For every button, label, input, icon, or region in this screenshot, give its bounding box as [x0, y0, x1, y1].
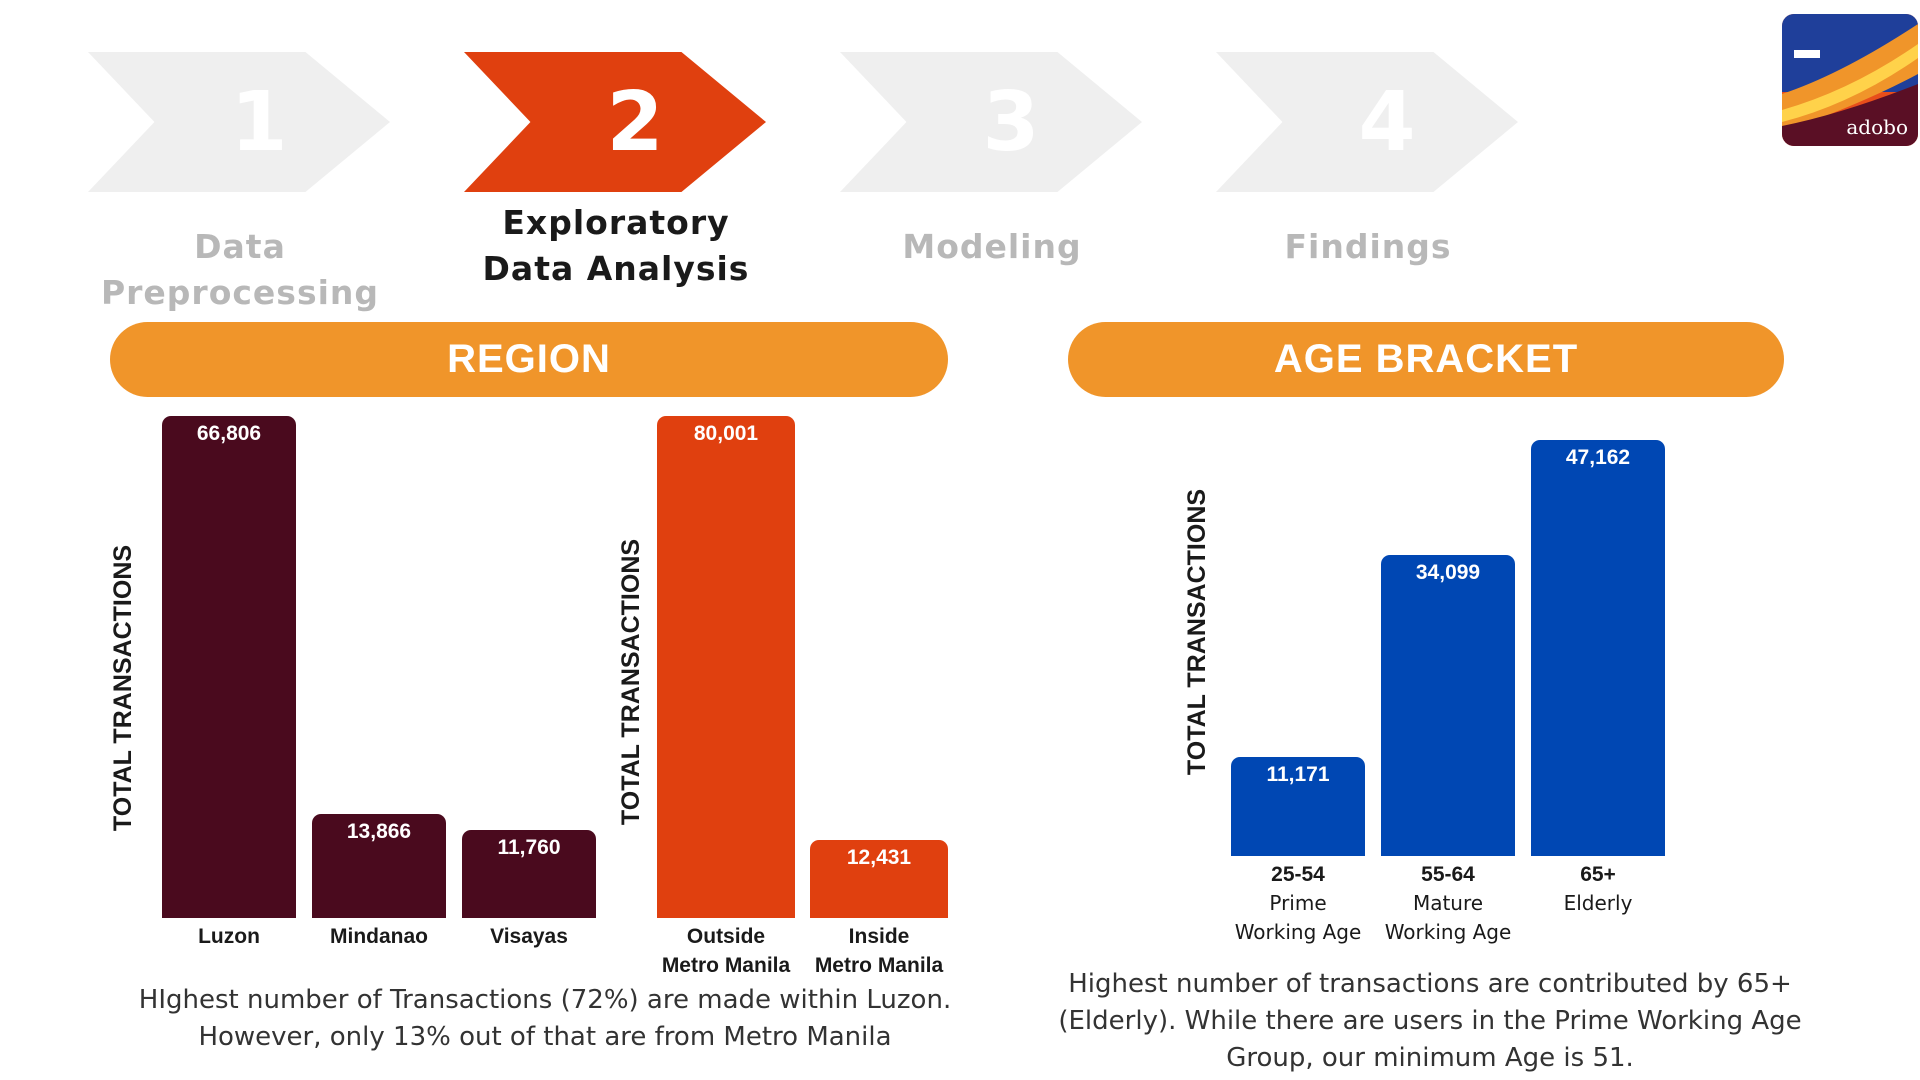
step-number: 1 [230, 74, 288, 170]
step-3-label: Modeling [802, 224, 1182, 270]
category-label-line: Visayas [490, 925, 568, 948]
age-caption: Highest number of transactions are contr… [1040, 966, 1820, 1077]
age-bar-value-label: 11,171 [1266, 763, 1330, 786]
metro-bar [657, 416, 795, 918]
category-label-line: 65+ [1580, 863, 1616, 886]
category-label-line: Mature [1412, 891, 1484, 915]
step-4-label: Findings [1178, 224, 1558, 270]
age-caption-line: Highest number of transactions are contr… [1068, 969, 1792, 999]
region-category-label: Mindanao [292, 922, 466, 951]
step-label-line: Data Analysis [482, 249, 750, 288]
category-label-line: Working Age [1234, 920, 1362, 944]
metro-bar-value-label: 12,431 [846, 846, 912, 869]
step-label-line: Modeling [902, 227, 1082, 266]
region-category-label: Visayas [442, 922, 616, 951]
region-caption-line: HIghest number of Transactions (72%) are… [138, 985, 952, 1015]
adobo-logo: adobo [1782, 14, 1918, 146]
region-category-label: Luzon [142, 922, 316, 951]
step-label-line: Data Preprocessing [100, 227, 380, 312]
step-label-line: Findings [1284, 227, 1452, 266]
age-bar-value-label: 34,099 [1415, 561, 1481, 584]
age-category-label: 55-64 Mature Working Age [1361, 860, 1535, 947]
category-label-line: Working Age [1384, 920, 1512, 944]
step-3-chevron: 3 [840, 52, 1142, 192]
metro-category-label: Outside Metro Manila [637, 922, 815, 980]
logo-graphic: adobo [1782, 14, 1918, 146]
category-label-line: 25-54 [1271, 863, 1325, 886]
age-y-axis-title: TOTAL TRANSACTIONS [1183, 488, 1211, 776]
category-label-line: 55-64 [1421, 863, 1475, 886]
age-caption-line: Group, our minimum Age is 51. [1226, 1043, 1634, 1073]
region-bar [162, 416, 296, 918]
region-bar-value-label: 66,806 [196, 422, 262, 445]
category-label-line: Mindanao [330, 925, 428, 948]
age-category-label: 65+ Elderly [1511, 860, 1685, 918]
logo-text: adobo [1846, 115, 1908, 139]
metro-bar [810, 840, 948, 918]
category-label-line: Metro Manila [661, 954, 791, 977]
category-label-line: Outside [686, 925, 766, 948]
category-label-line: Luzon [198, 925, 260, 948]
step-2-chevron: 2 [464, 52, 766, 192]
step-number: 3 [982, 74, 1040, 170]
step-number: 2 [606, 74, 664, 170]
age-bar [1231, 757, 1365, 856]
age-bar [1381, 555, 1515, 856]
category-label-line: Prime [1269, 891, 1327, 915]
step-label-line: Exploratory [502, 203, 730, 242]
region-caption-line: However, only 13% out of that are from M… [198, 1022, 892, 1052]
region-caption: HIghest number of Transactions (72%) are… [120, 982, 970, 1056]
region-bar [312, 814, 446, 918]
region-bar-value-label: 11,760 [497, 836, 561, 859]
step-1-label: Data Preprocessing [50, 224, 430, 316]
region-section-title: REGION [110, 322, 948, 397]
category-label-line: Inside [848, 925, 910, 948]
age-category-label: 25-54 Prime Working Age [1211, 860, 1385, 947]
age-bar [1531, 440, 1665, 856]
step-1-chevron: 1 [88, 52, 390, 192]
age-bar-value-label: 47,162 [1565, 446, 1631, 469]
step-number: 4 [1358, 74, 1416, 170]
category-label-line: Elderly [1563, 891, 1633, 915]
step-2-label: Exploratory Data Analysis [426, 200, 806, 292]
metro-bar-value-label: 80,001 [693, 422, 759, 445]
age-caption-line: (Elderly). While there are users in the … [1058, 1006, 1802, 1036]
region-bar [462, 830, 596, 918]
region-bar-value-label: 13,866 [346, 820, 412, 843]
age-section-title: AGE BRACKET [1068, 322, 1784, 397]
category-label-line: Metro Manila [814, 954, 944, 977]
step-4-chevron: 4 [1216, 52, 1518, 192]
metro-category-label: Inside Metro Manila [790, 922, 968, 980]
metro-y-axis-title: TOTAL TRANSACTIONS [617, 538, 645, 826]
region-y-axis-title: TOTAL TRANSACTIONS [109, 544, 137, 832]
